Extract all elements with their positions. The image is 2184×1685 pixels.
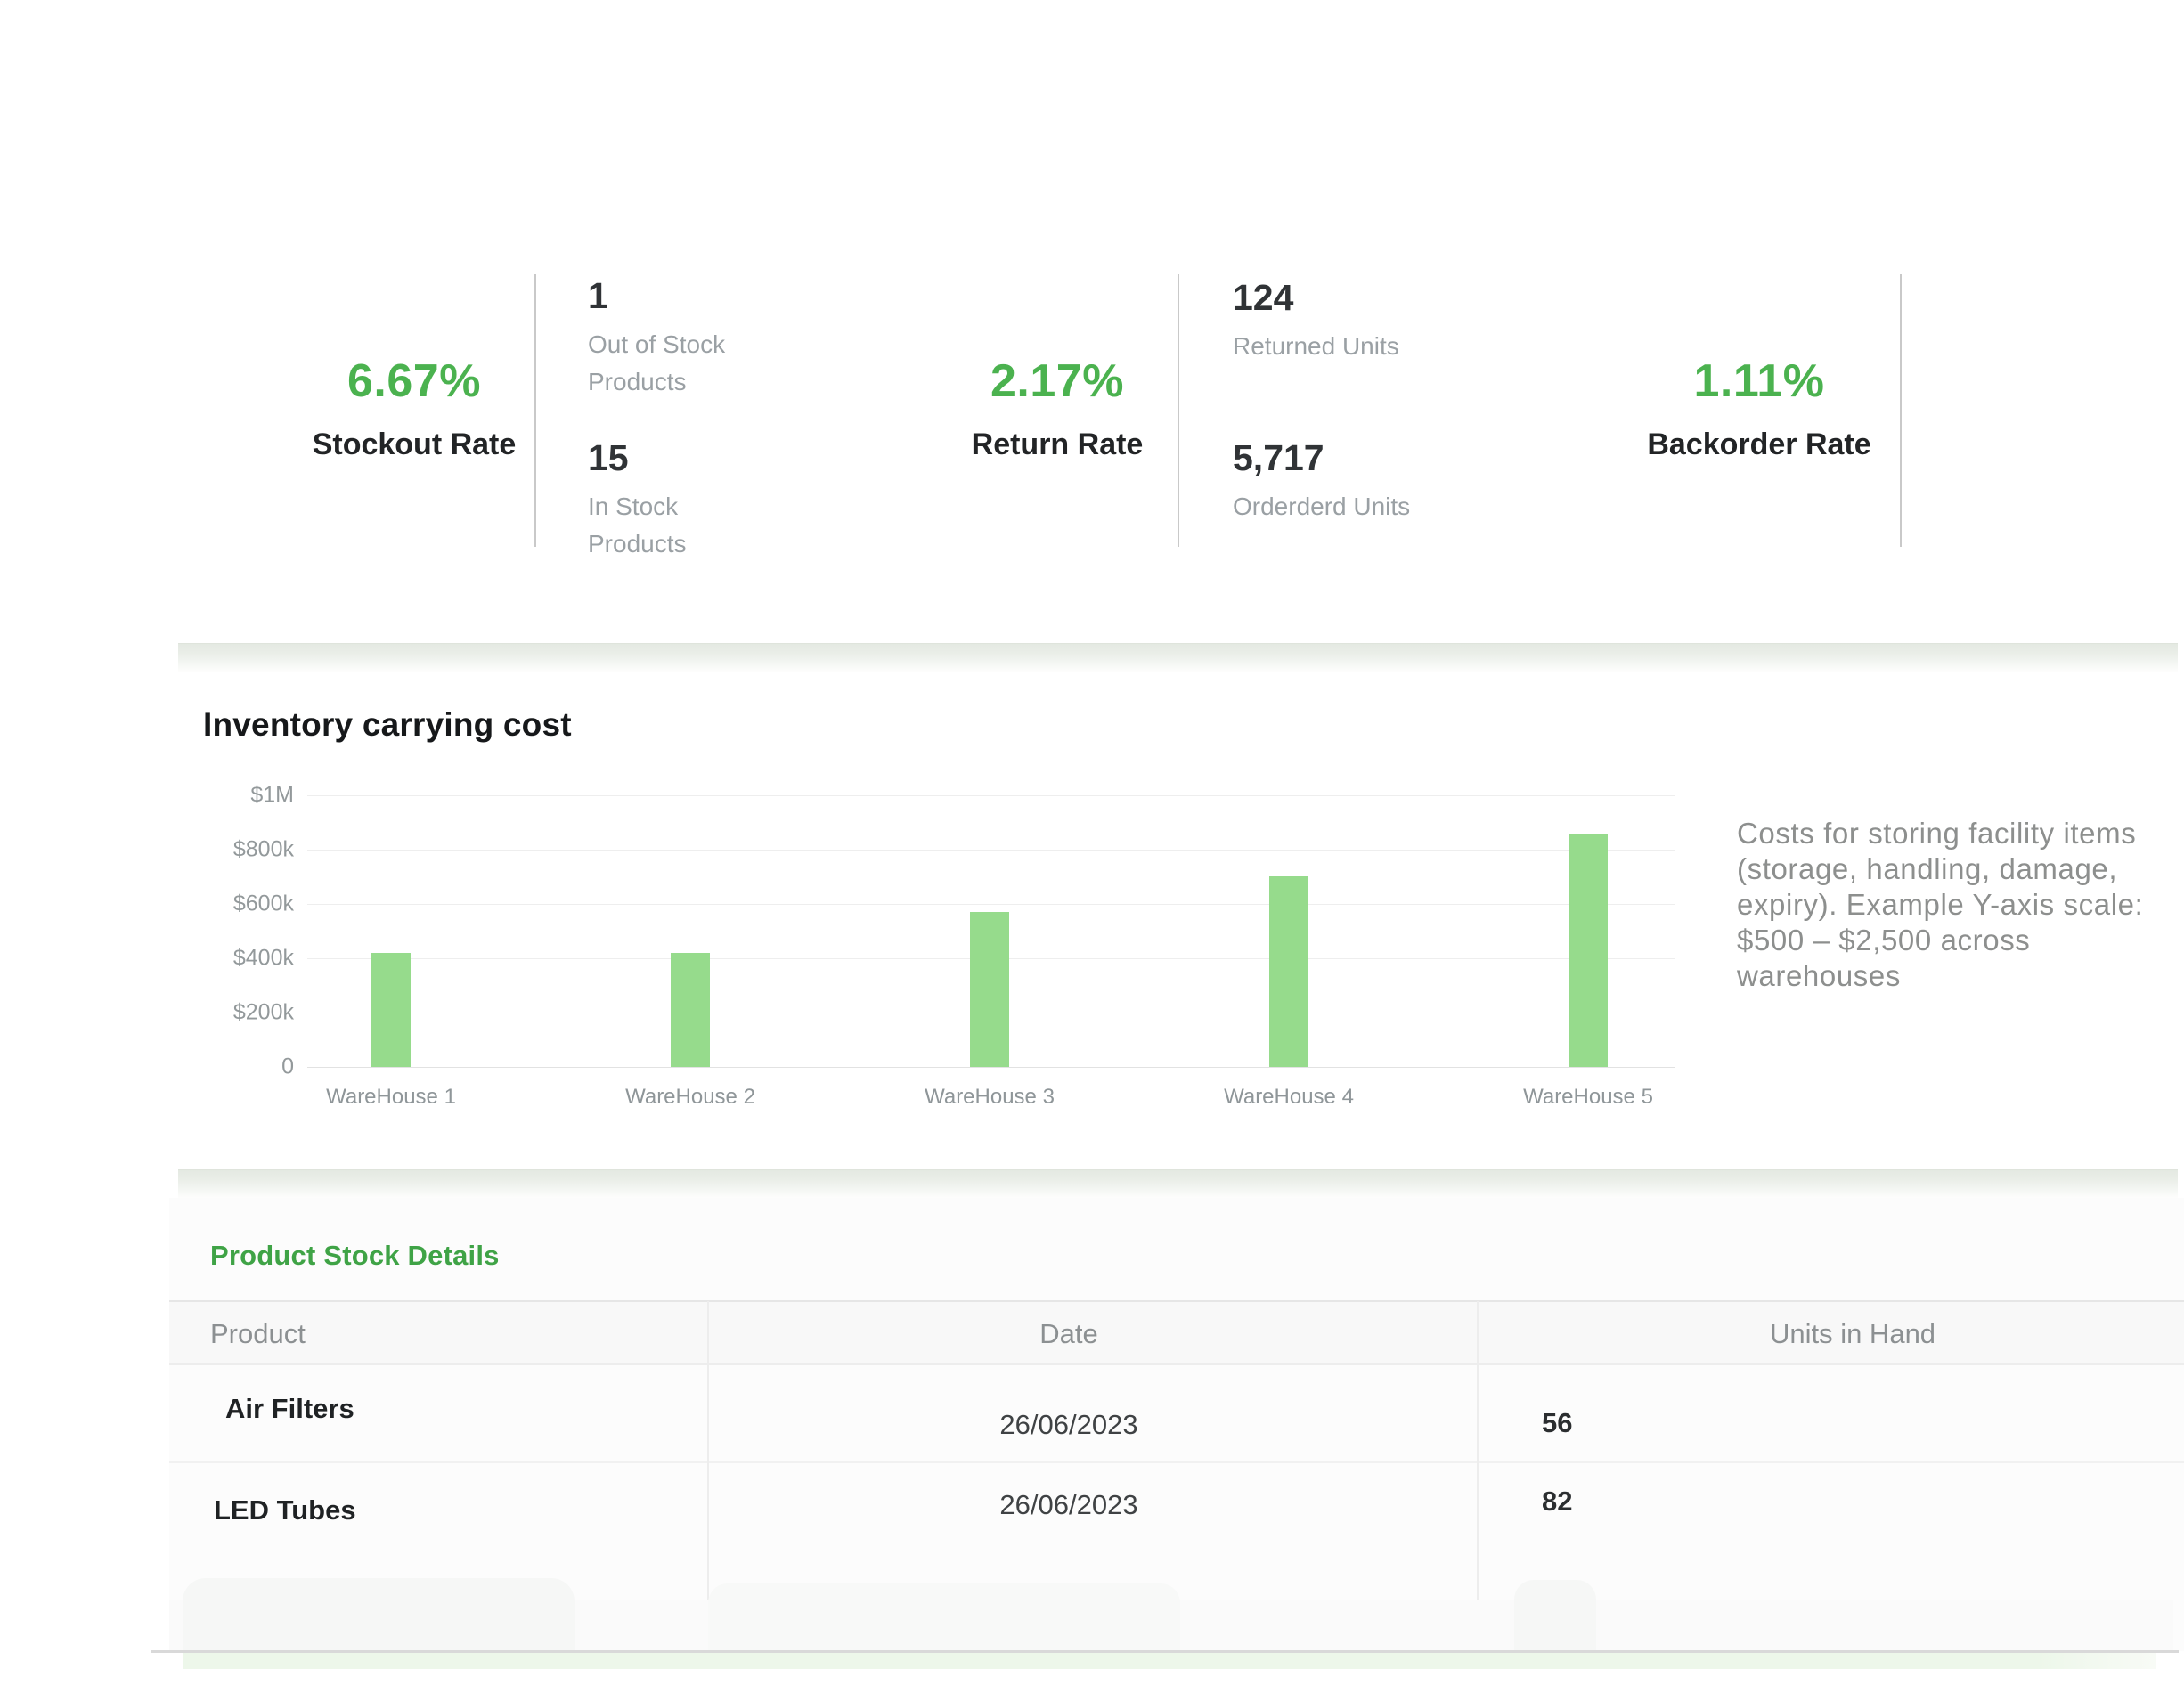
out-of-stock-count: 1	[588, 275, 608, 316]
out-of-stock-label: Out of Stock Products	[588, 330, 726, 395]
chart-title: Inventory carrying cost	[203, 706, 572, 743]
table-header-border	[169, 1363, 2184, 1365]
kpi-return-rate: 2.17% Return Rate	[882, 354, 1233, 462]
gridline	[307, 850, 1675, 851]
returned-units-label: Returned Units	[1233, 332, 1399, 360]
ghost-row-cell	[1514, 1580, 1596, 1651]
table-column-divider-1	[707, 1301, 709, 1652]
y-tick-label: 0	[281, 1054, 294, 1079]
y-tick-label: $1M	[250, 782, 294, 808]
table-card-background	[169, 1198, 2184, 1651]
returned-units-count: 124	[1233, 277, 1294, 318]
kpi-stockout-rate: 6.67% Stockout Rate	[240, 354, 588, 462]
table-card-top-strip	[178, 1169, 2178, 1198]
chart-description: Costs for storing facility items (storag…	[1737, 817, 2144, 992]
chart-plot	[307, 795, 1675, 1068]
ordered-units-block: 5,717 Orderderd Units	[1233, 438, 1446, 525]
bar-warehouse-2[interactable]	[671, 953, 710, 1067]
stock-count-out: 1 Out of Stock Products	[588, 276, 793, 401]
kpi-backorder-rate: 1.11% Backorder Rate	[1585, 354, 1933, 462]
product-cell: LED Tubes	[214, 1494, 356, 1526]
y-tick-label: $400k	[232, 945, 294, 971]
ordered-units-label: Orderderd Units	[1233, 492, 1411, 520]
kpi-divider-3	[1900, 274, 1902, 547]
table-bottom-strip	[183, 1653, 2156, 1669]
table-bottom-border	[151, 1650, 2179, 1653]
y-tick-label: $200k	[232, 999, 294, 1025]
x-tick-label: WareHouse 3	[925, 1085, 1055, 1109]
stockout-rate-label: Stockout Rate	[312, 427, 517, 461]
table-row-divider	[169, 1461, 2184, 1463]
gridline	[307, 1067, 1675, 1068]
backorder-rate-value: 1.11%	[1693, 355, 1825, 407]
bar-warehouse-5[interactable]	[1569, 834, 1608, 1067]
date-cell: 26/06/2023	[999, 1409, 1138, 1440]
date-cell: 26/06/2023	[999, 1489, 1138, 1520]
table-header-background	[169, 1302, 2184, 1363]
chart-card-top-strip	[178, 643, 2178, 672]
in-stock-label: In Stock Products	[588, 492, 687, 558]
return-rate-value: 2.17%	[990, 355, 1124, 407]
y-tick-label: $600k	[232, 891, 294, 916]
kpi-divider-1	[534, 274, 536, 547]
x-tick-label: WareHouse 2	[625, 1085, 755, 1109]
chart-x-axis: WareHouse 1 WareHouse 2 WareHouse 3 WareHou…	[307, 1085, 1675, 1120]
stock-count-in: 15 In Stock Products	[588, 438, 793, 563]
chart-y-axis: $1M $800k $600k $400k $200k 0	[169, 783, 294, 1079]
stockout-rate-value: 6.67%	[347, 355, 481, 407]
return-rate-label: Return Rate	[971, 427, 1144, 461]
column-header-product: Product	[210, 1318, 306, 1349]
ghost-row-cell	[183, 1578, 575, 1651]
column-header-date: Date	[1039, 1318, 1098, 1349]
returned-units-block: 124 Returned Units	[1233, 278, 1446, 365]
gridline	[307, 795, 1675, 796]
gridline	[307, 904, 1675, 905]
table-title: Product Stock Details	[210, 1240, 500, 1271]
x-tick-label: WareHouse 5	[1523, 1085, 1653, 1109]
x-tick-label: WareHouse 4	[1224, 1085, 1354, 1109]
bar-warehouse-3[interactable]	[970, 912, 1009, 1067]
table-column-divider-2	[1477, 1301, 1479, 1652]
units-cell: 82	[1542, 1486, 1573, 1517]
product-cell: Air Filters	[225, 1393, 354, 1424]
table-top-border	[169, 1300, 2184, 1302]
bar-warehouse-1[interactable]	[371, 953, 411, 1067]
units-cell: 56	[1542, 1407, 1573, 1438]
kpi-divider-2	[1178, 274, 1179, 547]
ordered-units-count: 5,717	[1233, 437, 1324, 478]
bar-warehouse-4[interactable]	[1269, 876, 1308, 1067]
x-tick-label: WareHouse 1	[326, 1085, 456, 1109]
column-header-units: Units in Hand	[1769, 1318, 1936, 1349]
ghost-row-cell	[708, 1583, 1180, 1651]
in-stock-count: 15	[588, 437, 629, 478]
backorder-rate-label: Backorder Rate	[1647, 427, 1871, 461]
y-tick-label: $800k	[232, 836, 294, 862]
